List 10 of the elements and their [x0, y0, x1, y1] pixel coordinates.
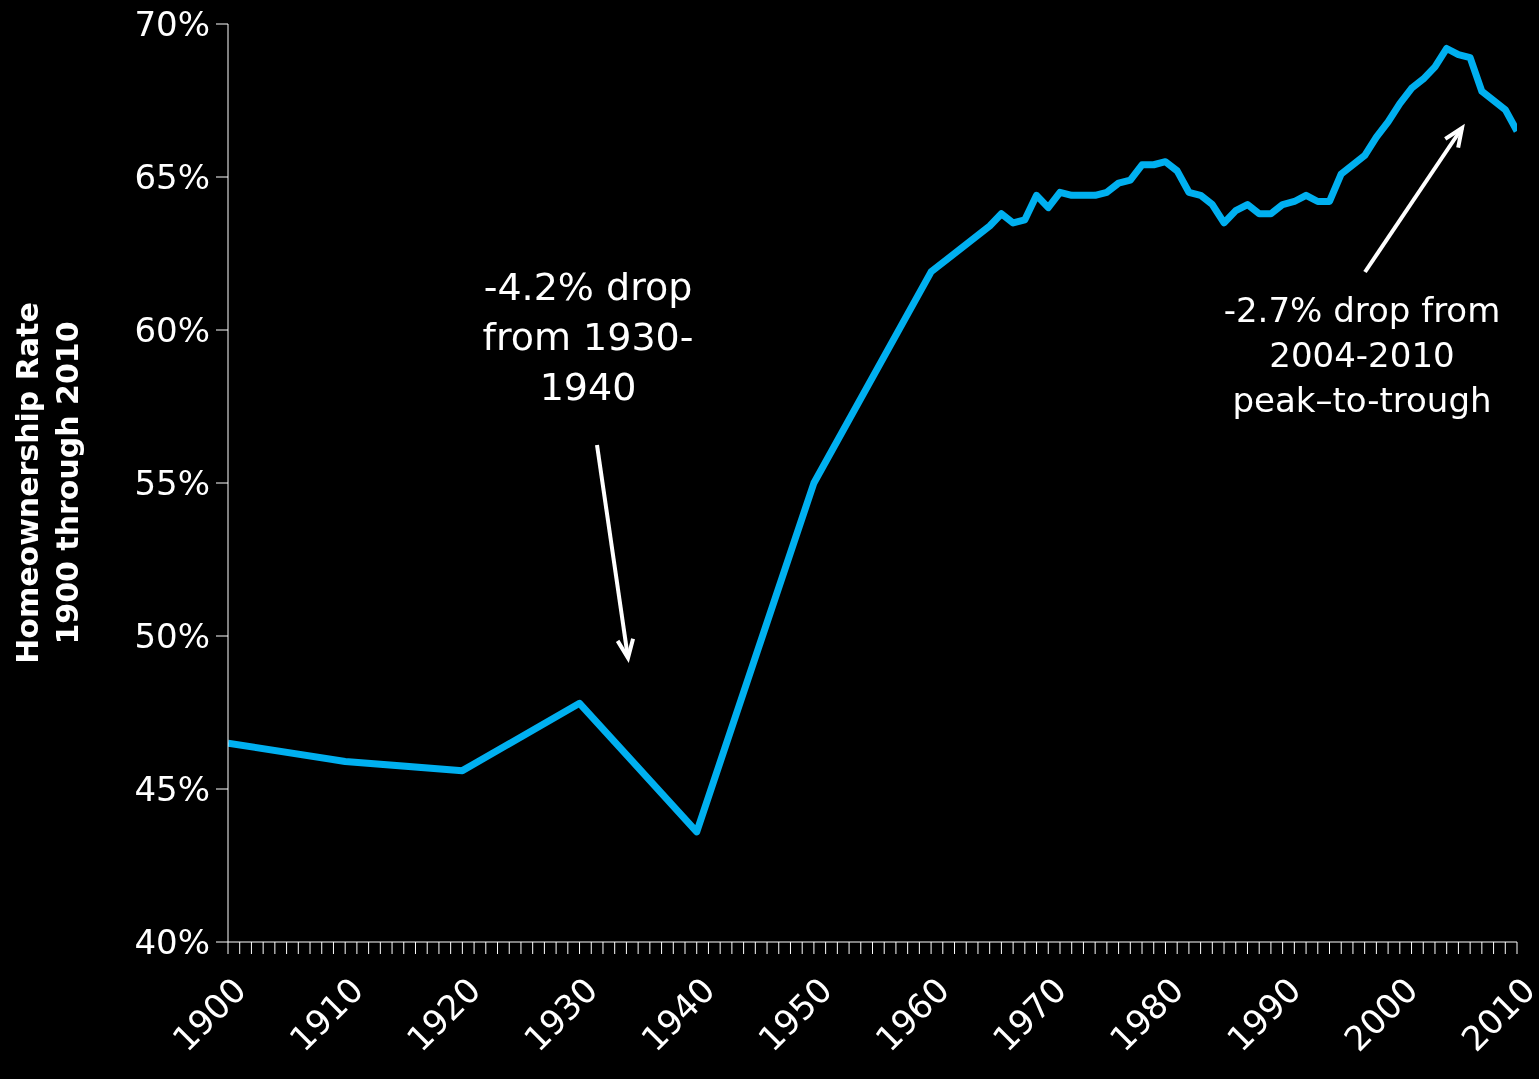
- y-tick-label: 45%: [134, 769, 210, 809]
- y-tick-label: 60%: [134, 310, 210, 350]
- y-axis-title: Homeownership Rate 1900 through 2010: [10, 302, 85, 664]
- annotation: -4.2% drop from 1930- 1940: [482, 265, 694, 410]
- y-tick-label: 70%: [134, 4, 210, 44]
- y-tick-label: 50%: [134, 616, 210, 656]
- annotation: -2.7% drop from 2004-2010 peak–to-trough: [1223, 290, 1501, 420]
- y-tick-label: 55%: [134, 463, 210, 503]
- y-tick-label: 40%: [134, 922, 210, 962]
- y-tick-label: 65%: [134, 157, 210, 197]
